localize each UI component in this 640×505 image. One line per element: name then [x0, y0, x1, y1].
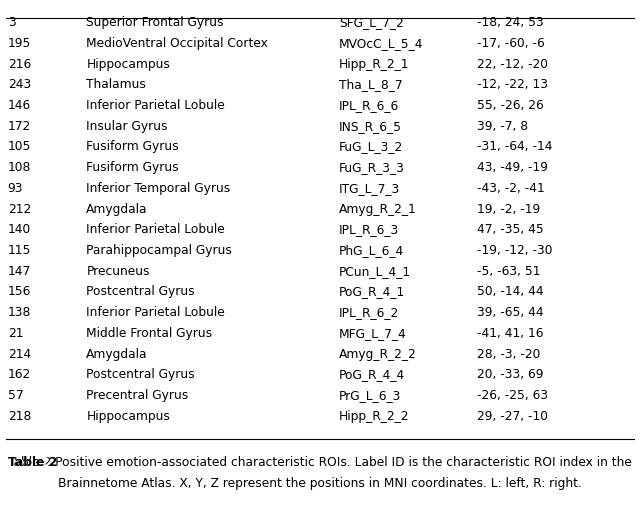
Text: Insular Gyrus: Insular Gyrus [86, 120, 168, 133]
Text: Postcentral Gyrus: Postcentral Gyrus [86, 368, 195, 381]
Text: Table 2 Positive emotion-associated characteristic ROIs. Label ID is the charact: Table 2 Positive emotion-associated char… [8, 456, 632, 469]
Text: Superior Frontal Gyrus: Superior Frontal Gyrus [86, 16, 224, 29]
Text: Tha_L_8_7: Tha_L_8_7 [339, 78, 403, 91]
Text: Inferior Parietal Lobule: Inferior Parietal Lobule [86, 306, 225, 319]
Text: ITG_L_7_3: ITG_L_7_3 [339, 182, 401, 195]
Text: 21: 21 [8, 327, 23, 340]
Text: Hippocampus: Hippocampus [86, 58, 170, 71]
Text: Fusiform Gyrus: Fusiform Gyrus [86, 140, 179, 154]
Text: -19, -12, -30: -19, -12, -30 [477, 244, 552, 257]
Text: Amyg_R_2_1: Amyg_R_2_1 [339, 203, 417, 216]
Text: 156: 156 [8, 285, 31, 298]
Text: 147: 147 [8, 265, 31, 278]
Text: Thalamus: Thalamus [86, 78, 147, 91]
Text: MFG_L_7_4: MFG_L_7_4 [339, 327, 407, 340]
Text: 39, -65, 44: 39, -65, 44 [477, 306, 543, 319]
Text: -18, 24, 53: -18, 24, 53 [477, 16, 543, 29]
Text: Brainnetome Atlas. X, Y, Z represent the positions in MNI coordinates. L: left, : Brainnetome Atlas. X, Y, Z represent the… [58, 477, 582, 490]
Text: 214: 214 [8, 347, 31, 361]
Text: Hippocampus: Hippocampus [86, 410, 170, 423]
Text: PCun_L_4_1: PCun_L_4_1 [339, 265, 412, 278]
Text: 28, -3, -20: 28, -3, -20 [477, 347, 540, 361]
Text: 108: 108 [8, 161, 31, 174]
Text: 138: 138 [8, 306, 31, 319]
Text: 115: 115 [8, 244, 31, 257]
Text: PoG_R_4_1: PoG_R_4_1 [339, 285, 406, 298]
Text: 172: 172 [8, 120, 31, 133]
Text: 39, -7, 8: 39, -7, 8 [477, 120, 528, 133]
Text: IPL_R_6_2: IPL_R_6_2 [339, 306, 399, 319]
Text: Inferior Parietal Lobule: Inferior Parietal Lobule [86, 223, 225, 236]
Text: 19, -2, -19: 19, -2, -19 [477, 203, 540, 216]
Text: 218: 218 [8, 410, 31, 423]
Text: Precentral Gyrus: Precentral Gyrus [86, 389, 189, 402]
Text: Amygdala: Amygdala [86, 203, 148, 216]
Text: MedioVentral Occipital Cortex: MedioVentral Occipital Cortex [86, 37, 268, 50]
Text: Hipp_R_2_1: Hipp_R_2_1 [339, 58, 410, 71]
Text: FuG_L_3_2: FuG_L_3_2 [339, 140, 403, 154]
Text: 22, -12, -20: 22, -12, -20 [477, 58, 548, 71]
Text: -12, -22, 13: -12, -22, 13 [477, 78, 548, 91]
Text: 47, -35, 45: 47, -35, 45 [477, 223, 543, 236]
Text: 212: 212 [8, 203, 31, 216]
Text: FuG_R_3_3: FuG_R_3_3 [339, 161, 405, 174]
Text: INS_R_6_5: INS_R_6_5 [339, 120, 402, 133]
Text: 105: 105 [8, 140, 31, 154]
Text: PoG_R_4_4: PoG_R_4_4 [339, 368, 406, 381]
Text: PrG_L_6_3: PrG_L_6_3 [339, 389, 401, 402]
Text: IPL_R_6_3: IPL_R_6_3 [339, 223, 399, 236]
Text: Table 2: Table 2 [0, 456, 49, 469]
Text: -17, -60, -6: -17, -60, -6 [477, 37, 545, 50]
Text: 216: 216 [8, 58, 31, 71]
Text: Table 2: Table 2 [8, 456, 58, 469]
Text: 20, -33, 69: 20, -33, 69 [477, 368, 543, 381]
Text: 140: 140 [8, 223, 31, 236]
Text: -5, -63, 51: -5, -63, 51 [477, 265, 540, 278]
Text: MVOcC_L_5_4: MVOcC_L_5_4 [339, 37, 424, 50]
Text: 3: 3 [8, 16, 15, 29]
Text: Postcentral Gyrus: Postcentral Gyrus [86, 285, 195, 298]
Text: 55, -26, 26: 55, -26, 26 [477, 99, 543, 112]
Text: SFG_L_7_2: SFG_L_7_2 [339, 16, 404, 29]
Text: Middle Frontal Gyrus: Middle Frontal Gyrus [86, 327, 212, 340]
Text: Fusiform Gyrus: Fusiform Gyrus [86, 161, 179, 174]
Text: 146: 146 [8, 99, 31, 112]
Text: 93: 93 [8, 182, 23, 195]
Text: Hipp_R_2_2: Hipp_R_2_2 [339, 410, 410, 423]
Text: 29, -27, -10: 29, -27, -10 [477, 410, 548, 423]
Text: Amygdala: Amygdala [86, 347, 148, 361]
Text: 195: 195 [8, 37, 31, 50]
Text: IPL_R_6_6: IPL_R_6_6 [339, 99, 399, 112]
Text: 162: 162 [8, 368, 31, 381]
Text: -26, -25, 63: -26, -25, 63 [477, 389, 548, 402]
Text: 243: 243 [8, 78, 31, 91]
Text: PhG_L_6_4: PhG_L_6_4 [339, 244, 404, 257]
Text: -41, 41, 16: -41, 41, 16 [477, 327, 543, 340]
Text: Precuneus: Precuneus [86, 265, 150, 278]
Text: 57: 57 [8, 389, 23, 402]
Text: Inferior Temporal Gyrus: Inferior Temporal Gyrus [86, 182, 230, 195]
Text: Parahippocampal Gyrus: Parahippocampal Gyrus [86, 244, 232, 257]
Text: 50, -14, 44: 50, -14, 44 [477, 285, 543, 298]
Text: 43, -49, -19: 43, -49, -19 [477, 161, 548, 174]
Text: Inferior Parietal Lobule: Inferior Parietal Lobule [86, 99, 225, 112]
Text: -31, -64, -14: -31, -64, -14 [477, 140, 552, 154]
Text: Amyg_R_2_2: Amyg_R_2_2 [339, 347, 417, 361]
Text: -43, -2, -41: -43, -2, -41 [477, 182, 545, 195]
